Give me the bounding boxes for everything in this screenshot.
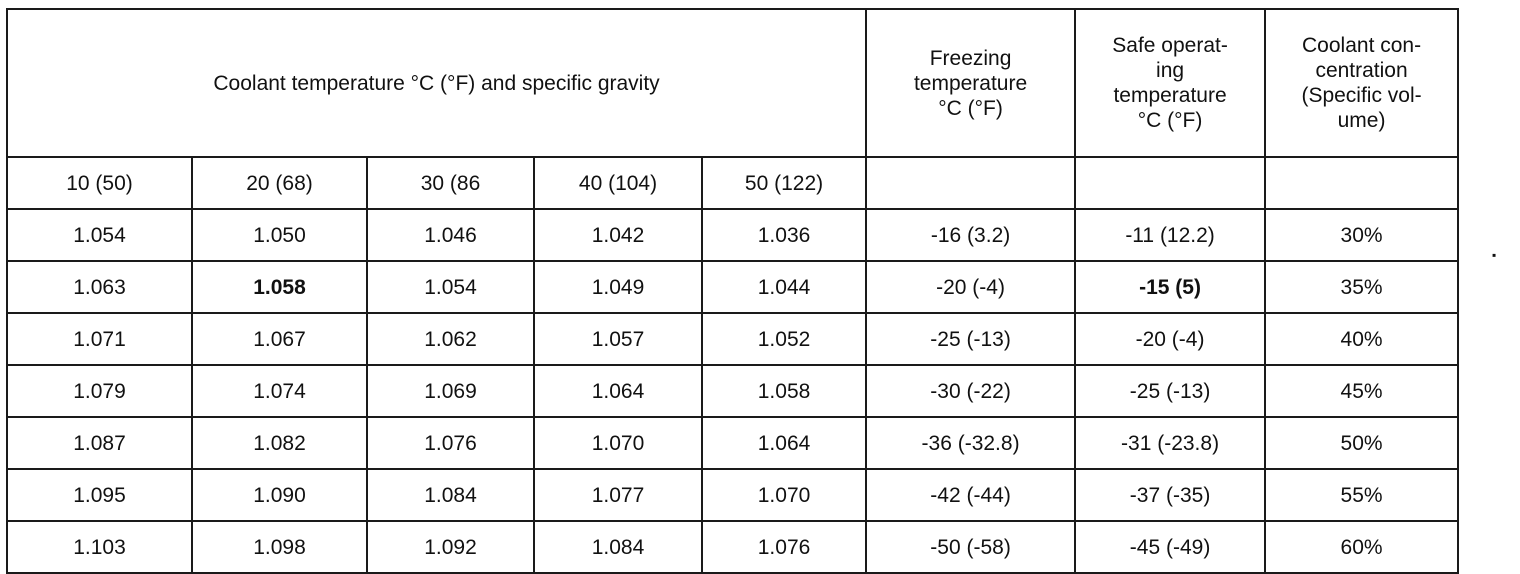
specific-gravity-cell: 1.084	[366, 468, 535, 522]
temperature-subheader-row: 10 (50) 20 (68) 30 (86 40 (104) 50 (122)	[6, 156, 1460, 210]
specific-gravity-cell: 1.064	[533, 364, 703, 418]
specific-gravity-cell: 1.058	[700, 364, 868, 418]
safe-operating-temperature-cell: -15 (5)	[1074, 260, 1267, 314]
empty-header-cell	[865, 156, 1077, 210]
table-row: 1.095 1.090 1.084 1.077 1.070 -42 (-44) …	[6, 468, 1460, 522]
freezing-temperature-cell: -42 (-44)	[865, 468, 1077, 522]
freezing-temperature-cell: -30 (-22)	[865, 364, 1077, 418]
coolant-concentration-cell: 35%	[1264, 260, 1460, 314]
specific-gravity-cell: 1.062	[366, 312, 535, 366]
specific-gravity-cell: 1.098	[191, 520, 368, 574]
coolant-specific-gravity-table: Coolant temperature °C (°F) and specific…	[5, 8, 1460, 574]
table-row: 1.071 1.067 1.062 1.057 1.052 -25 (-13) …	[6, 312, 1460, 366]
coolant-concentration-cell: 30%	[1264, 208, 1460, 262]
temp-column-header: 30 (86	[366, 156, 535, 210]
freezing-temperature-cell: -16 (3.2)	[865, 208, 1077, 262]
table-row: 1.054 1.050 1.046 1.042 1.036 -16 (3.2) …	[6, 208, 1460, 262]
specific-gravity-cell: 1.079	[6, 364, 193, 418]
table-row: 1.063 1.058 1.054 1.049 1.044 -20 (-4) -…	[6, 260, 1460, 314]
freezing-temperature-header: Freezing temperature °C (°F)	[865, 8, 1077, 158]
specific-gravity-cell: 1.074	[191, 364, 368, 418]
table-row: 1.079 1.074 1.069 1.064 1.058 -30 (-22) …	[6, 364, 1460, 418]
temp-column-header: 10 (50)	[6, 156, 193, 210]
specific-gravity-cell: 1.070	[533, 416, 703, 470]
coolant-concentration-cell: 60%	[1264, 520, 1460, 574]
specific-gravity-cell: 1.084	[533, 520, 703, 574]
specific-gravity-cell: 1.044	[700, 260, 868, 314]
specific-gravity-cell: 1.103	[6, 520, 193, 574]
coolant-concentration-cell: 45%	[1264, 364, 1460, 418]
coolant-concentration-header: Coolant con- centration (Specific vol- u…	[1264, 8, 1460, 158]
table-header-row: Coolant temperature °C (°F) and specific…	[5, 8, 1460, 158]
specific-gravity-cell: 1.071	[6, 312, 193, 366]
coolant-temperature-header: Coolant temperature °C (°F) and specific…	[5, 8, 868, 158]
freezing-temperature-cell: -50 (-58)	[865, 520, 1077, 574]
coolant-concentration-cell: 50%	[1264, 416, 1460, 470]
coolant-concentration-cell: 55%	[1264, 468, 1460, 522]
specific-gravity-cell: 1.042	[533, 208, 703, 262]
safe-operating-temperature-cell: -37 (-35)	[1074, 468, 1267, 522]
safe-operating-temperature-cell: -31 (-23.8)	[1074, 416, 1267, 470]
safe-operating-temperature-cell: -45 (-49)	[1074, 520, 1267, 574]
coolant-concentration-cell: 40%	[1264, 312, 1460, 366]
specific-gravity-cell: 1.076	[700, 520, 868, 574]
specific-gravity-cell: 1.077	[533, 468, 703, 522]
specific-gravity-cell: 1.046	[366, 208, 535, 262]
specific-gravity-cell: 1.076	[366, 416, 535, 470]
table-row: 1.087 1.082 1.076 1.070 1.064 -36 (-32.8…	[6, 416, 1460, 470]
safe-operating-temperature-cell: -25 (-13)	[1074, 364, 1267, 418]
specific-gravity-cell: 1.058	[191, 260, 368, 314]
specific-gravity-cell: 1.052	[700, 312, 868, 366]
specific-gravity-cell: 1.050	[191, 208, 368, 262]
freezing-temperature-cell: -36 (-32.8)	[865, 416, 1077, 470]
safe-operating-temperature-cell: -11 (12.2)	[1074, 208, 1267, 262]
empty-header-cell	[1264, 156, 1460, 210]
specific-gravity-cell: 1.057	[533, 312, 703, 366]
specific-gravity-cell: 1.087	[6, 416, 193, 470]
specific-gravity-cell: 1.095	[6, 468, 193, 522]
temp-column-header: 20 (68)	[191, 156, 368, 210]
table-row: 1.103 1.098 1.092 1.084 1.076 -50 (-58) …	[6, 520, 1460, 574]
freezing-temperature-cell: -25 (-13)	[865, 312, 1077, 366]
freezing-temperature-cell: -20 (-4)	[865, 260, 1077, 314]
scan-artifact-mark: ▪	[1492, 248, 1497, 262]
specific-gravity-cell: 1.067	[191, 312, 368, 366]
specific-gravity-cell: 1.064	[700, 416, 868, 470]
empty-header-cell	[1074, 156, 1267, 210]
specific-gravity-cell: 1.069	[366, 364, 535, 418]
temp-column-header: 40 (104)	[533, 156, 703, 210]
specific-gravity-cell: 1.054	[366, 260, 535, 314]
specific-gravity-cell: 1.036	[700, 208, 868, 262]
specific-gravity-cell: 1.063	[6, 260, 193, 314]
safe-operating-temperature-cell: -20 (-4)	[1074, 312, 1267, 366]
specific-gravity-cell: 1.054	[6, 208, 193, 262]
temp-column-header: 50 (122)	[700, 156, 868, 210]
specific-gravity-cell: 1.049	[533, 260, 703, 314]
specific-gravity-cell: 1.082	[191, 416, 368, 470]
specific-gravity-cell: 1.070	[700, 468, 868, 522]
safe-operating-temperature-header: Safe operat- ing temperature °C (°F)	[1074, 8, 1267, 158]
specific-gravity-cell: 1.092	[366, 520, 535, 574]
specific-gravity-cell: 1.090	[191, 468, 368, 522]
